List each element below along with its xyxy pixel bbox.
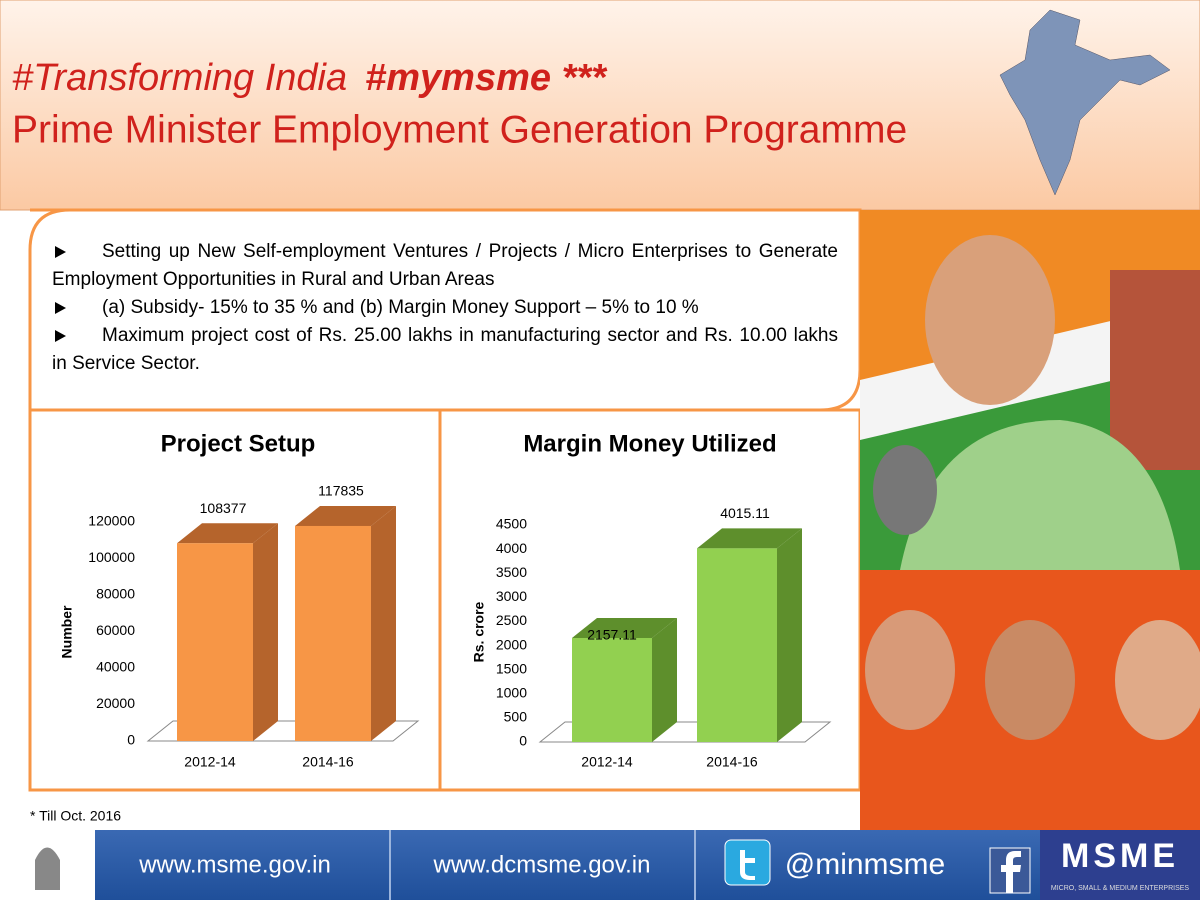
bar-side — [777, 528, 802, 742]
y-tick-label: 0 — [127, 732, 135, 748]
bar-top — [177, 523, 278, 544]
bullet: (a) Subsidy- 15% to 35 % and (b) Margin … — [52, 294, 838, 322]
footnote: * Till Oct. 2016 — [30, 808, 121, 824]
bullet-text: Setting up New Self-employment Ventures … — [52, 241, 838, 290]
value-label: 4015.11 — [720, 505, 770, 521]
microphone — [873, 445, 937, 535]
footer-handle[interactable]: @minmsme — [785, 848, 945, 881]
y-tick-label: 100000 — [88, 549, 135, 565]
y-tick-label: 3000 — [496, 588, 527, 604]
y-tick-label: 120000 — [88, 513, 135, 529]
bar-side — [253, 523, 278, 741]
x-tick-label: 2012-14 — [184, 754, 236, 770]
portrait — [865, 610, 955, 730]
value-label: 117835 — [318, 483, 364, 499]
bar-side — [371, 505, 396, 741]
y-tick-label: 2000 — [496, 636, 527, 652]
y-tick-label: 1500 — [496, 660, 527, 676]
y-tick-label: 0 — [519, 733, 527, 749]
msme-logo-text: MSME — [1061, 837, 1179, 875]
bar — [697, 548, 777, 742]
y-tick-label: 40000 — [96, 659, 135, 675]
value-label: 108377 — [200, 500, 247, 516]
chart-title: Project Setup — [161, 430, 316, 457]
bullet-list: Setting up New Self-employment Ventures … — [52, 238, 838, 378]
bullet-text: (a) Subsidy- 15% to 35 % and (b) Margin … — [102, 297, 699, 318]
emblem — [35, 847, 60, 890]
y-tick-label: 20000 — [96, 695, 135, 711]
header-band — [0, 0, 1200, 211]
bullet: Setting up New Self-employment Ventures … — [52, 238, 838, 294]
footer-band — [95, 830, 1040, 900]
header-tag: #Transforming India — [12, 57, 347, 99]
y-axis-label: Number — [59, 605, 75, 658]
x-tick-label: 2014-16 — [302, 754, 354, 770]
portrait — [900, 420, 1180, 570]
y-tick-label: 500 — [504, 709, 528, 725]
y-tick-label: 2500 — [496, 612, 527, 628]
bar-side — [652, 617, 677, 742]
fort — [1110, 270, 1200, 470]
twitter-glyph — [740, 850, 755, 880]
bullet-arrow — [55, 330, 66, 342]
bullet: Maximum project cost of Rs. 25.00 lakhs … — [52, 322, 838, 378]
facebook-glyph — [1001, 851, 1021, 893]
y-tick-label: 1000 — [496, 684, 527, 700]
msme-logo-subtitle: MICRO, SMALL & MEDIUM ENTERPRISES — [1051, 885, 1190, 892]
y-tick-label: 4500 — [496, 516, 527, 532]
bar — [295, 525, 371, 741]
bullet-text: Maximum project cost of Rs. 25.00 lakhs … — [52, 325, 838, 374]
y-tick-label: 80000 — [96, 586, 135, 602]
header-tag: #mymsme *** — [365, 57, 608, 99]
y-tick-label: 3500 — [496, 564, 527, 580]
bar-top — [572, 617, 677, 638]
india-map — [999, 9, 1171, 196]
portrait — [985, 620, 1075, 740]
portrait — [925, 235, 1055, 405]
bar — [177, 543, 253, 741]
portrait — [1115, 620, 1200, 740]
footer-link[interactable]: www.dcmsme.gov.in — [433, 851, 651, 878]
value-label: 2157.11 — [587, 627, 637, 643]
bar-top — [697, 528, 802, 549]
bullet-arrow — [55, 246, 66, 258]
bar-top — [295, 505, 396, 526]
y-axis-label: Rs. crore — [471, 601, 487, 662]
header-title: Prime Minister Employment Generation Pro… — [12, 108, 907, 151]
bullet-arrow — [55, 302, 66, 314]
msme-logo — [1040, 830, 1200, 900]
chart-title: Margin Money Utilized — [523, 430, 776, 457]
x-tick-label: 2012-14 — [581, 754, 633, 770]
x-tick-label: 2014-16 — [706, 754, 758, 770]
footer-link[interactable]: www.msme.gov.in — [138, 851, 331, 878]
y-tick-label: 60000 — [96, 622, 135, 638]
header-tags: #Transforming India #mymsme *** — [12, 57, 608, 99]
bar — [572, 637, 652, 742]
y-tick-label: 4000 — [496, 540, 527, 556]
